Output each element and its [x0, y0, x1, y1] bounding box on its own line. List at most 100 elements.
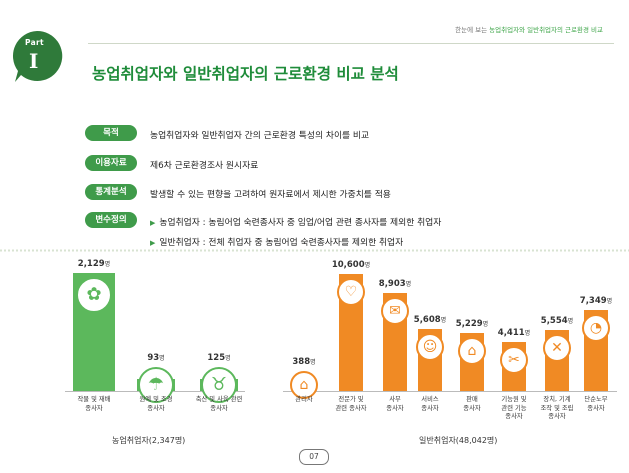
- bar-value-number: 388: [292, 357, 311, 367]
- bar-value-number: 7,349: [579, 295, 607, 306]
- bar-value-unit: 명: [524, 330, 531, 338]
- category-label-line: 종사자: [548, 413, 566, 420]
- bar-value-label: 8,903명: [365, 279, 425, 289]
- definition-line-2-text: 일반취업자 : 전체 취업자 중 농림어업 숙련종사자를 제외한 취업자: [159, 238, 404, 248]
- category-label-line: 축산 및 사육 관련: [195, 396, 243, 403]
- data-source-pill: 이용자료: [85, 155, 137, 171]
- part-label: Part: [25, 38, 44, 47]
- triangle-bullet-icon: ▶: [150, 219, 156, 227]
- category-label-line: 서비스: [421, 396, 439, 403]
- category-label-line: 작물 및 재배: [77, 396, 111, 403]
- bar-value-number: 8,903: [378, 278, 406, 289]
- cow-icon: ♉: [201, 367, 237, 403]
- bar-value-number: 4,411: [497, 328, 525, 339]
- section-divider: [0, 249, 629, 252]
- category-label: 판매 종사자: [444, 396, 500, 413]
- category-label-line: 기능원 및: [501, 396, 527, 403]
- category-label: 장치, 기계 조작 및 조립 종사자: [529, 396, 585, 422]
- category-label-line: 관련 종사자: [335, 404, 367, 412]
- chart-baseline: [283, 391, 617, 392]
- gauge-icon: ◔: [582, 313, 610, 342]
- category-label-line: 장치, 기계: [543, 396, 571, 403]
- category-label-line: 단순노무: [584, 396, 608, 403]
- bar-value-label: 2,129명: [64, 259, 124, 269]
- category-label-line: 조작 및 조립: [540, 404, 574, 412]
- bar-value-unit: 명: [225, 355, 231, 362]
- category-label: 전문가 및 관련 종사자: [323, 396, 379, 413]
- category-label: 기능원 및 관련 기능 종사자: [486, 396, 542, 422]
- category-label: 원예 및 조경 종사자: [128, 396, 184, 413]
- category-label-line: 종사자: [85, 404, 103, 412]
- craft-icon: ✂: [500, 346, 528, 375]
- group-label: 일반취업자(48,042명): [419, 436, 498, 445]
- bar-value-label: 10,600명: [321, 260, 381, 270]
- bar-value-label: 93명: [126, 353, 186, 363]
- definition-line-2: ▶ 일반취업자 : 전체 취업자 중 농림어업 숙련종사자를 제외한 취업자: [150, 235, 403, 248]
- page-number: 07: [299, 449, 329, 465]
- watering-can-icon: ☂: [138, 367, 174, 403]
- group-label: 농업취업자(2,347명): [112, 436, 186, 445]
- category-label-line: 종사자: [147, 404, 165, 412]
- crop-icon: ✿: [76, 277, 112, 313]
- bar-value-number: 2,129: [77, 259, 105, 269]
- bar-value-number: 5,608: [413, 315, 441, 326]
- category-label-line: 종사자: [587, 404, 605, 412]
- bar-value-label: 7,349명: [566, 296, 626, 306]
- category-label-line: 전문가 및: [338, 396, 364, 403]
- bar-value-number: 5,554: [540, 315, 568, 326]
- running-head-prefix: 한눈에 보는: [455, 26, 490, 34]
- category-label: 사무 종사자: [367, 396, 423, 413]
- definition-line-1: ▶ 농업취업자 : 농림어업 숙련종사자 중 임업/어업 관련 종사자를 제외한 …: [150, 215, 441, 228]
- category-label-line: 사무: [389, 396, 401, 403]
- definition-pill: 변수정의: [85, 212, 137, 228]
- service-icon: ☺: [416, 333, 444, 362]
- bar-value-unit: 명: [440, 317, 447, 325]
- bar-value-number: 93: [147, 353, 160, 363]
- document-icon: ✉: [381, 296, 409, 325]
- analysis-pill: 통계분석: [85, 184, 137, 200]
- category-label-line: 종사자: [210, 404, 228, 412]
- header-rule: [88, 43, 614, 44]
- bar-value-unit: 명: [482, 321, 489, 329]
- bar-value-unit: 명: [310, 359, 316, 366]
- bar-value-unit: 명: [567, 317, 574, 325]
- bar-value-label: 4,411명: [484, 328, 544, 338]
- bar-value-unit: 명: [405, 280, 412, 288]
- analysis-text: 발생할 수 있는 편향을 고려하여 원자료에서 제시한 가중치를 적용: [150, 190, 391, 200]
- category-label-line: 원예 및 조경: [139, 396, 173, 403]
- bar-value-number: 5,229: [455, 319, 483, 330]
- running-head: 한눈에 보는 농업취업자와 일반취업자의 근로환경 비교: [455, 24, 603, 34]
- category-label-line: 관리자: [295, 396, 313, 403]
- bar-value-label: 5,229명: [442, 319, 502, 329]
- page-title: 농업취업자와 일반취업자의 근로환경 비교 분석: [92, 65, 399, 83]
- building-icon: ⌂: [290, 371, 318, 399]
- category-label: 관리자: [276, 396, 332, 405]
- category-label-line: 종사자: [421, 404, 439, 412]
- category-label-line: 판매: [466, 396, 478, 403]
- bar-value-label: 5,608명: [400, 315, 460, 325]
- category-label: 서비스 종사자: [402, 396, 458, 413]
- category-label-line: 종사자: [463, 404, 481, 412]
- running-head-accent: 농업취업자와 일반취업자의 근로환경 비교: [489, 26, 603, 34]
- category-label-line: 관련 기능: [501, 404, 527, 412]
- bar-value-unit: 명: [606, 297, 613, 305]
- purpose-text: 농업취업자와 일반취업자 간의 근로환경 특성의 차이를 비교: [150, 131, 370, 141]
- category-label-line: 종사자: [386, 404, 404, 412]
- shop-icon: ⌂: [458, 337, 486, 366]
- tools-icon: ✕: [543, 333, 571, 362]
- category-label: 작물 및 재배 종사자: [66, 396, 122, 413]
- bar-value-label: 5,554명: [527, 316, 587, 326]
- category-label: 축산 및 사육 관련 종사자: [191, 396, 247, 413]
- bar-value-unit: 명: [159, 355, 165, 362]
- triangle-bullet-icon: ▶: [150, 239, 156, 247]
- bar-value-unit: 명: [104, 261, 111, 268]
- stethoscope-icon: ♡: [337, 278, 365, 306]
- part-number: I: [29, 49, 39, 73]
- bar-value-label: 125명: [189, 353, 249, 363]
- bar-value-number: 10,600: [331, 260, 365, 270]
- bar-value-unit: 명: [364, 262, 371, 269]
- part-badge: [12, 30, 63, 82]
- bar-value-number: 125: [207, 353, 226, 363]
- category-label: 단순노무 종사자: [568, 396, 624, 413]
